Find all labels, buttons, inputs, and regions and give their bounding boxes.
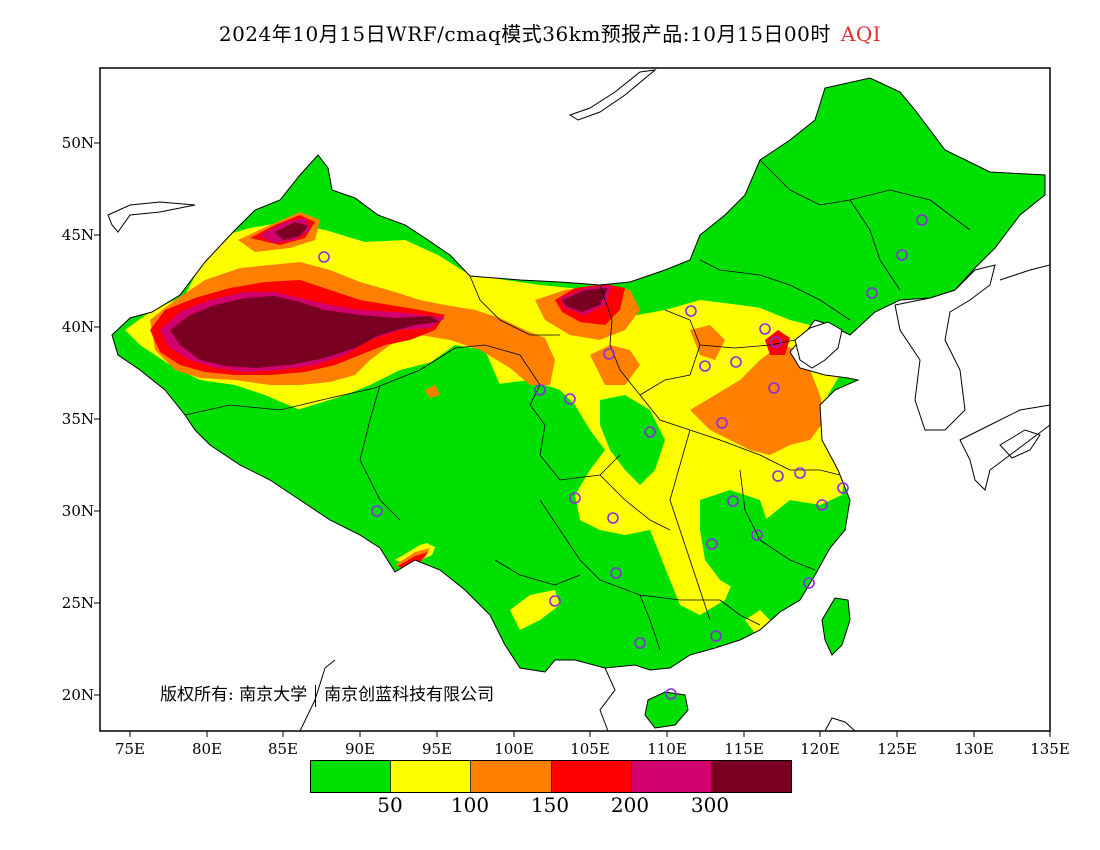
lon-label: 105E bbox=[570, 740, 610, 758]
copyright-notice: 版权所有: 南京大学 南京创蓝科技有限公司 bbox=[160, 680, 494, 707]
station-markers bbox=[318, 214, 928, 700]
station-marker bbox=[770, 336, 782, 348]
taiwan-island bbox=[821, 597, 851, 656]
lat-label: 45N bbox=[61, 226, 94, 244]
station-marker bbox=[772, 470, 784, 482]
station-marker bbox=[794, 467, 806, 479]
station-marker bbox=[564, 393, 576, 405]
bohai-sea bbox=[794, 321, 843, 369]
lon-label: 110E bbox=[647, 740, 687, 758]
aqi-legend bbox=[310, 760, 792, 793]
title-variable: AQI bbox=[840, 22, 882, 46]
station-marker bbox=[644, 426, 656, 438]
station-marker bbox=[896, 249, 908, 261]
station-marker bbox=[751, 529, 763, 541]
southasia-coast bbox=[299, 659, 336, 731]
philippines-coast bbox=[824, 717, 856, 731]
station-marker bbox=[685, 305, 697, 317]
station-marker bbox=[318, 251, 330, 263]
legend-swatch-unhealthy bbox=[551, 761, 632, 792]
station-marker bbox=[916, 214, 928, 226]
legend-swatch-very-unhealthy bbox=[631, 761, 712, 792]
legend-tick: 300 bbox=[690, 793, 730, 817]
station-marker bbox=[730, 356, 742, 368]
lon-label: 135E bbox=[1030, 740, 1070, 758]
station-marker bbox=[837, 482, 849, 494]
hainan-island bbox=[644, 691, 689, 729]
lat-label: 30N bbox=[61, 502, 94, 520]
station-marker bbox=[610, 567, 622, 579]
lat-label: 35N bbox=[61, 410, 94, 428]
lon-label: 95E bbox=[421, 740, 453, 758]
station-marker bbox=[603, 348, 615, 360]
lon-label: 85E bbox=[267, 740, 299, 758]
legend-tick: 150 bbox=[530, 793, 570, 817]
station-marker bbox=[866, 287, 878, 299]
vietnam-coast bbox=[599, 667, 616, 731]
lon-label: 80E bbox=[191, 740, 223, 758]
map-title: 2024年10月15日WRF/cmaq模式36km预报产品:10月15日00时 A… bbox=[0, 18, 1100, 47]
korea-coast bbox=[894, 264, 996, 431]
lat-ticks bbox=[94, 142, 100, 696]
station-marker bbox=[706, 538, 718, 550]
lat-label: 25N bbox=[61, 594, 94, 612]
legend-swatch-usg bbox=[471, 761, 552, 792]
neighbor-coastline bbox=[107, 201, 196, 233]
station-marker bbox=[759, 323, 771, 335]
province-borders bbox=[184, 159, 971, 651]
station-marker bbox=[716, 417, 728, 429]
japan-island-coast bbox=[999, 429, 1041, 459]
legend-swatch-moderate bbox=[391, 761, 472, 792]
lon-label: 75E bbox=[114, 740, 146, 758]
station-marker bbox=[634, 637, 646, 649]
copyright-owner-2: 南京创蓝科技有限公司 bbox=[324, 685, 495, 705]
station-marker bbox=[534, 384, 546, 396]
title-main: 2024年10月15日WRF/cmaq模式36km预报产品:10月15日00时 bbox=[218, 22, 831, 46]
station-marker bbox=[710, 630, 722, 642]
station-marker bbox=[699, 360, 711, 372]
station-marker bbox=[803, 577, 815, 589]
china-border bbox=[111, 77, 1046, 673]
lon-label: 90E bbox=[344, 740, 376, 758]
sakhalin-coast bbox=[568, 69, 657, 121]
legend-tick: 50 bbox=[377, 793, 403, 817]
station-marker bbox=[727, 495, 739, 507]
lat-label: 40N bbox=[61, 318, 94, 336]
station-marker bbox=[665, 688, 677, 700]
legend-tick: 200 bbox=[610, 793, 650, 817]
station-marker bbox=[569, 492, 581, 504]
station-marker bbox=[816, 499, 828, 511]
station-marker bbox=[607, 512, 619, 524]
japan-north-coast bbox=[999, 264, 1050, 281]
lon-label: 120E bbox=[800, 740, 840, 758]
legend-swatch-hazardous bbox=[711, 761, 792, 792]
copyright-separator bbox=[315, 684, 317, 707]
lon-label: 100E bbox=[494, 740, 534, 758]
station-marker bbox=[768, 382, 780, 394]
legend-swatch-good bbox=[311, 761, 392, 792]
station-marker bbox=[549, 595, 561, 607]
lat-label: 20N bbox=[61, 686, 94, 704]
lon-ticks bbox=[129, 731, 1051, 737]
lon-label: 130E bbox=[954, 740, 994, 758]
legend-tick: 100 bbox=[450, 793, 490, 817]
lon-label: 125E bbox=[877, 740, 917, 758]
lon-label: 115E bbox=[724, 740, 764, 758]
lat-label: 50N bbox=[61, 134, 94, 152]
japan-coast bbox=[959, 404, 1050, 491]
station-marker bbox=[371, 505, 383, 517]
copyright-owner-1: 南京大学 bbox=[239, 685, 308, 705]
copyright-label: 版权所有: bbox=[160, 685, 234, 705]
